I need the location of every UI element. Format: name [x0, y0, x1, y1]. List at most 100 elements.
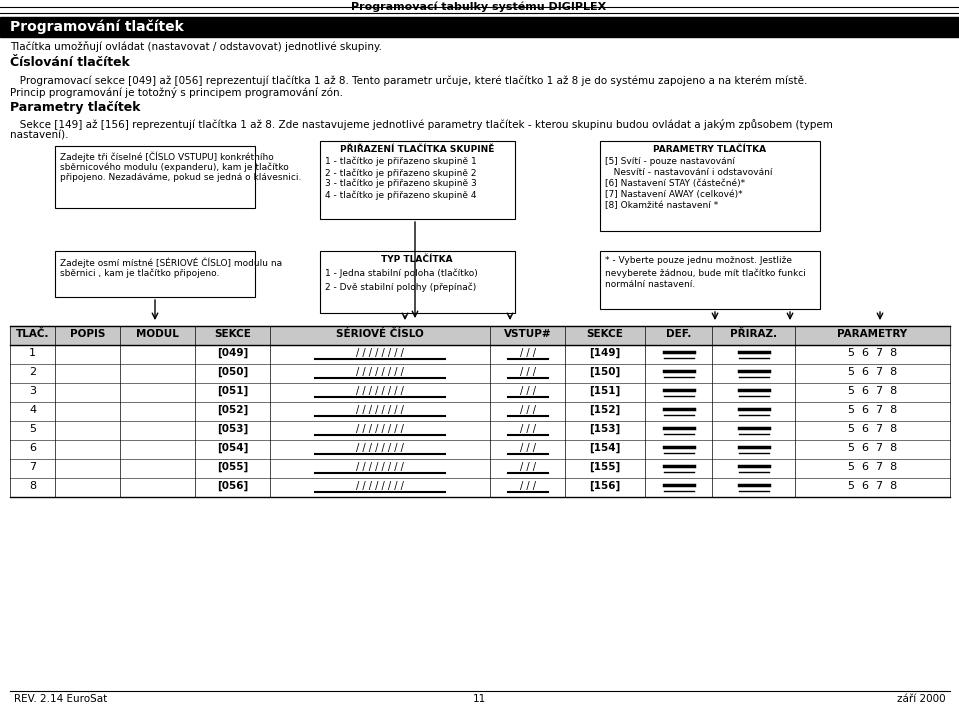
Text: 5  6  7  8: 5 6 7 8: [848, 405, 897, 415]
Text: 2: 2: [29, 367, 36, 377]
Text: [051]: [051]: [217, 386, 248, 396]
Text: nastavení).: nastavení).: [10, 130, 68, 140]
Text: Zadejte tři číselné [ČÍSLO VSTUPU] konkrétního: Zadejte tři číselné [ČÍSLO VSTUPU] konkr…: [60, 151, 273, 161]
Text: [6] Nastavení STAY (částečné)*: [6] Nastavení STAY (částečné)*: [605, 179, 745, 188]
Text: nevyberete žádnou, bude mít tlačítko funkci: nevyberete žádnou, bude mít tlačítko fun…: [605, 268, 806, 277]
Text: / / /: / / /: [520, 348, 535, 358]
Text: [5] Svítí - pouze nastavování: [5] Svítí - pouze nastavování: [605, 157, 735, 166]
Text: [053]: [053]: [217, 424, 248, 434]
Text: Programování tlačítek: Programování tlačítek: [10, 20, 184, 35]
Text: 2 - Dvě stabilní polohy (přepínač): 2 - Dvě stabilní polohy (přepínač): [325, 282, 477, 292]
Text: PARAMETRY: PARAMETRY: [837, 329, 907, 339]
Text: [152]: [152]: [590, 405, 620, 415]
Text: Tlačítka umožňují ovládat (nastavovat / odstavovat) jednotlivé skupiny.: Tlačítka umožňují ovládat (nastavovat / …: [10, 41, 382, 52]
Text: / / / / / / / /: / / / / / / / /: [356, 481, 404, 491]
Text: / / / / / / / /: / / / / / / / /: [356, 462, 404, 472]
Bar: [600, 141, 820, 231]
Text: [054]: [054]: [217, 443, 248, 454]
Text: Sekce [149] až [156] reprezentují tlačítka 1 až 8. Zde nastavujeme jednotlivé pa: Sekce [149] až [156] reprezentují tlačít…: [10, 119, 832, 130]
Text: 1: 1: [29, 348, 36, 358]
Text: PARAMETRY TLAČÍTKA: PARAMETRY TLAČÍTKA: [653, 145, 766, 154]
Text: [049]: [049]: [217, 348, 248, 358]
Bar: [320, 141, 515, 219]
Text: 11: 11: [473, 694, 485, 704]
Text: SÉRIOVÉ ČÍSLO: SÉRIOVÉ ČÍSLO: [336, 329, 424, 339]
Bar: [0, 17, 959, 37]
Text: Parametry tlačítek: Parametry tlačítek: [10, 101, 141, 114]
Text: sběrnicového modulu (expanderu), kam je tlačítko: sběrnicového modulu (expanderu), kam je …: [60, 162, 289, 171]
Text: TYP TLAČÍTKA: TYP TLAČÍTKA: [381, 255, 453, 264]
Text: [7] Nastavení AWAY (celkové)*: [7] Nastavení AWAY (celkové)*: [605, 190, 742, 199]
Text: PŘIRAZ.: PŘIRAZ.: [730, 329, 777, 339]
Text: [056]: [056]: [217, 481, 248, 491]
Text: Princip programování je totožný s principem programování zón.: Princip programování je totožný s princi…: [10, 87, 343, 98]
Text: 5  6  7  8: 5 6 7 8: [848, 481, 897, 491]
Text: / / / / / / / /: / / / / / / / /: [356, 443, 404, 453]
Text: DEF.: DEF.: [666, 329, 691, 339]
Text: 5  6  7  8: 5 6 7 8: [848, 443, 897, 453]
Text: / / /: / / /: [520, 443, 535, 453]
Text: 5: 5: [29, 424, 36, 434]
Text: POPIS: POPIS: [70, 329, 105, 339]
Bar: [600, 251, 820, 309]
Text: SEKCE: SEKCE: [587, 329, 623, 339]
Text: Programovací tabulky systému DIGIPLEX: Programovací tabulky systému DIGIPLEX: [351, 1, 607, 11]
Text: normální nastavení.: normální nastavení.: [605, 280, 695, 289]
Text: / / / / / / / /: / / / / / / / /: [356, 386, 404, 396]
Text: [149]: [149]: [590, 348, 620, 358]
Bar: [320, 251, 515, 313]
Text: 5  6  7  8: 5 6 7 8: [848, 367, 897, 377]
Text: 6: 6: [29, 443, 36, 453]
Text: sběrnici , kam je tlačítko připojeno.: sběrnici , kam je tlačítko připojeno.: [60, 269, 220, 279]
Text: MODUL: MODUL: [136, 329, 179, 339]
Text: [050]: [050]: [217, 367, 248, 378]
Text: TLAČ.: TLAČ.: [15, 329, 49, 339]
Text: 5  6  7  8: 5 6 7 8: [848, 386, 897, 396]
Text: 1 - tlačítko je přiřazeno skupině 1: 1 - tlačítko je přiřazeno skupině 1: [325, 157, 477, 166]
Text: * - Vyberte pouze jednu možnost. Jestliže: * - Vyberte pouze jednu možnost. Jestliž…: [605, 256, 792, 265]
Text: 5  6  7  8: 5 6 7 8: [848, 348, 897, 358]
Text: SEKCE: SEKCE: [214, 329, 251, 339]
Text: [155]: [155]: [590, 462, 620, 472]
Text: / / /: / / /: [520, 424, 535, 434]
Text: / / /: / / /: [520, 462, 535, 472]
Text: / / / / / / / /: / / / / / / / /: [356, 348, 404, 358]
Text: [154]: [154]: [590, 443, 620, 454]
Bar: [55, 146, 255, 208]
Text: / / / / / / / /: / / / / / / / /: [356, 424, 404, 434]
Text: REV. 2.14 EuroSat: REV. 2.14 EuroSat: [14, 694, 107, 704]
Text: Číslování tlačítek: Číslování tlačítek: [10, 56, 129, 69]
Text: 8: 8: [29, 481, 36, 491]
Text: / / /: / / /: [520, 405, 535, 415]
Text: [052]: [052]: [217, 405, 248, 415]
Text: / / / / / / / /: / / / / / / / /: [356, 405, 404, 415]
Text: 7: 7: [29, 462, 36, 472]
Text: Nesvítí - nastavování i odstavování: Nesvítí - nastavování i odstavování: [605, 168, 773, 177]
Text: PŘIŘAZENÍ TLAČÍTKA SKUPINĚ: PŘIŘAZENÍ TLAČÍTKA SKUPINĚ: [339, 145, 494, 154]
Bar: [10, 326, 950, 345]
Text: [055]: [055]: [217, 462, 248, 472]
Text: / / /: / / /: [520, 481, 535, 491]
Text: [151]: [151]: [590, 386, 620, 396]
Text: 1 - Jedna stabilní poloha (tlačítko): 1 - Jedna stabilní poloha (tlačítko): [325, 269, 478, 279]
Text: Programovací sekce [049] až [056] reprezentují tlačítka 1 až 8. Tento parametr u: Programovací sekce [049] až [056] reprez…: [10, 75, 807, 85]
Text: [150]: [150]: [590, 367, 620, 378]
Text: / / /: / / /: [520, 386, 535, 396]
Bar: [55, 251, 255, 297]
Text: 4: 4: [29, 405, 36, 415]
Text: [8] Okamžité nastavení *: [8] Okamžité nastavení *: [605, 201, 718, 210]
Text: / / /: / / /: [520, 367, 535, 377]
Text: září 2000: září 2000: [898, 694, 946, 704]
Text: VSTUP#: VSTUP#: [503, 329, 551, 339]
Text: 2 - tlačítko je přiřazeno skupině 2: 2 - tlačítko je přiřazeno skupině 2: [325, 168, 477, 178]
Text: Zadejte osmí místné [SÉRIOVÉ ČÍSLO] modulu na: Zadejte osmí místné [SÉRIOVÉ ČÍSLO] modu…: [60, 257, 282, 267]
Text: 3 - tlačítko je přiřazeno skupině 3: 3 - tlačítko je přiřazeno skupině 3: [325, 179, 477, 188]
Text: připojeno. Nezadáváme, pokud se jedná o klávesnici.: připojeno. Nezadáváme, pokud se jedná o …: [60, 173, 301, 182]
Text: 4 - tlačítko je přiřazeno skupině 4: 4 - tlačítko je přiřazeno skupině 4: [325, 190, 477, 200]
Text: 5  6  7  8: 5 6 7 8: [848, 424, 897, 434]
Text: [156]: [156]: [590, 481, 620, 491]
Text: 5  6  7  8: 5 6 7 8: [848, 462, 897, 472]
Text: / / / / / / / /: / / / / / / / /: [356, 367, 404, 377]
Text: [153]: [153]: [590, 424, 620, 434]
Text: 3: 3: [29, 386, 36, 396]
